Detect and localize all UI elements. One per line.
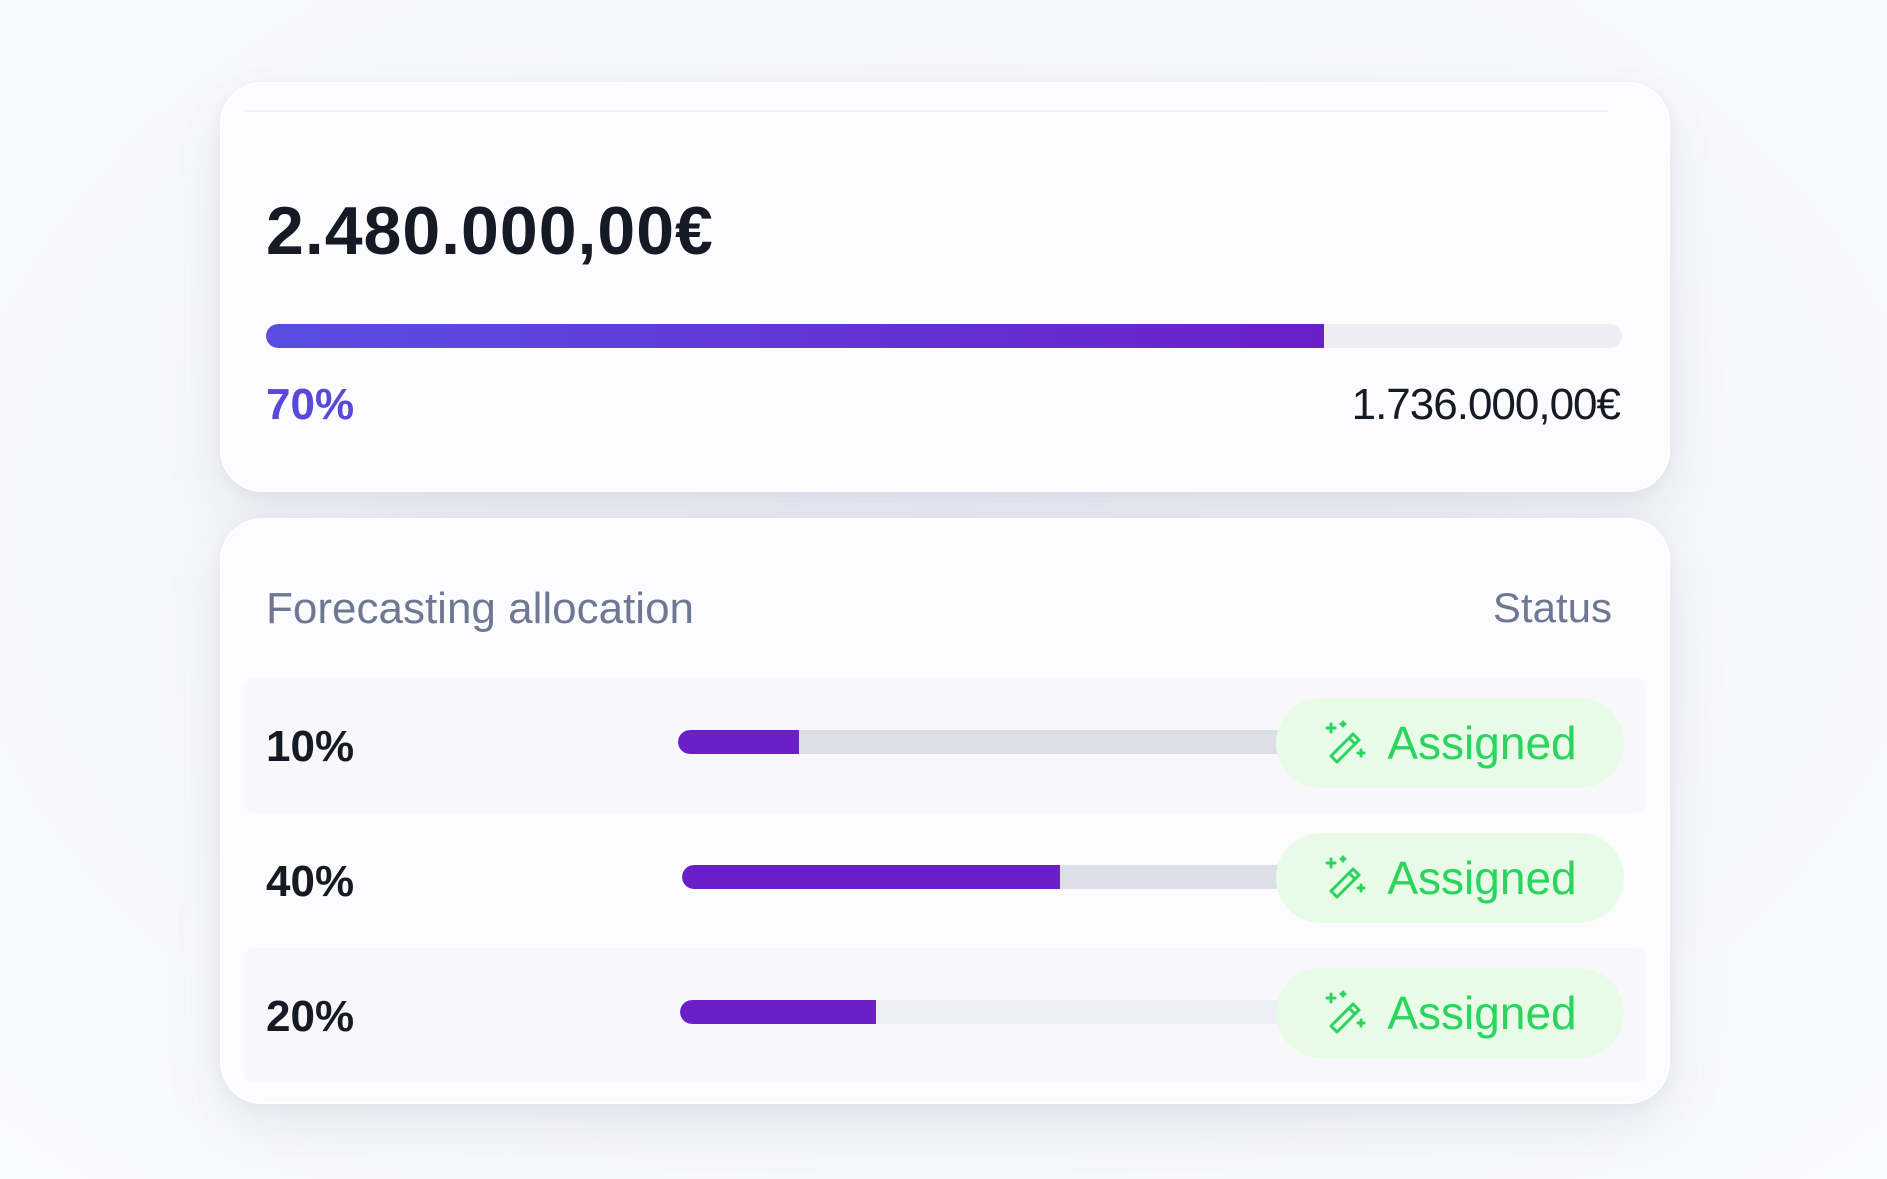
magic-wand-icon xyxy=(1323,720,1369,766)
allocation-card: Forecasting allocation Status 10% Assign… xyxy=(220,518,1670,1104)
magic-wand-icon xyxy=(1323,855,1369,901)
allocation-title: Forecasting allocation xyxy=(266,584,695,633)
allocation-list: 10% Assigned 40% xyxy=(244,678,1646,1083)
allocation-progress-fill xyxy=(678,730,800,754)
status-column-header: Status xyxy=(1492,584,1612,631)
allocation-progress-fill xyxy=(682,865,1060,889)
status-badge[interactable]: Assigned xyxy=(1276,698,1624,788)
magic-wand-icon xyxy=(1323,990,1369,1036)
allocation-row: 10% Assigned xyxy=(244,678,1646,813)
budget-progress-bar xyxy=(266,324,1622,348)
status-label: Assigned xyxy=(1387,852,1577,904)
status-badge[interactable]: Assigned xyxy=(1276,968,1624,1058)
allocation-percent: 40% xyxy=(266,857,355,906)
budget-amount: 2.480.000,00€ xyxy=(266,193,714,269)
budget-progress-fill xyxy=(266,324,1324,348)
allocation-progress-fill xyxy=(680,1000,877,1024)
status-label: Assigned xyxy=(1387,987,1577,1039)
allocation-progress-bar xyxy=(680,1000,1393,1024)
budget-summary-card: 2.480.000,00€ 70% 1.736.000,00€ xyxy=(220,82,1670,492)
status-label: Assigned xyxy=(1387,717,1577,769)
budget-percent-label: 70% xyxy=(266,380,355,429)
allocation-row: 40% Assigned xyxy=(244,813,1646,948)
allocation-row: 20% Assigned xyxy=(244,948,1646,1083)
budget-total-label: 1.736.000,00€ xyxy=(1351,380,1621,429)
allocation-percent: 10% xyxy=(266,722,355,771)
allocation-percent: 20% xyxy=(266,992,355,1041)
allocation-progress-bar xyxy=(678,730,1391,754)
status-badge[interactable]: Assigned xyxy=(1276,833,1624,923)
